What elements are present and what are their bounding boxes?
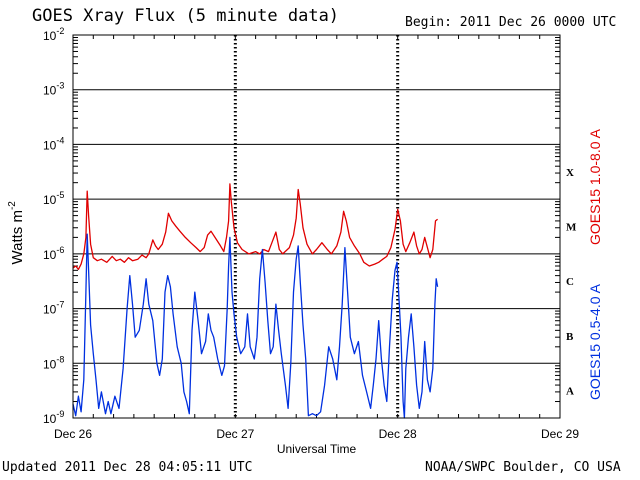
- y-tick-base: 10: [43, 303, 57, 317]
- series-label-2: GOES15 0.5-4.0 A: [587, 283, 603, 400]
- y-tick-exponent: -5: [56, 190, 64, 200]
- y-tick-exponent: -3: [56, 81, 64, 91]
- y-tick-exponent: -7: [56, 300, 64, 310]
- y-tick-label: 10-5: [43, 190, 64, 207]
- begin-time: Begin: 2011 Dec 26 0000 UTC: [405, 15, 617, 30]
- y-tick-label: 10-6: [43, 245, 64, 262]
- y-tick-label: 10-2: [43, 26, 64, 43]
- x-tick-label: Dec 29: [541, 427, 579, 441]
- y-tick-base: 10: [43, 412, 57, 426]
- y-tick-exponent: -6: [56, 245, 64, 255]
- flare-class-c: C: [566, 276, 574, 288]
- y-tick-exponent: -2: [56, 26, 64, 36]
- y-tick-base: 10: [43, 138, 57, 152]
- y-tick-base: 10: [43, 29, 57, 43]
- series-layer: [72, 183, 439, 419]
- y-tick-label: 10-9: [43, 409, 64, 426]
- series-legend: GOES15 1.0-8.0 A GOES15 0.5-4.0 A: [587, 128, 603, 400]
- x-tick-label: Dec 27: [216, 427, 254, 441]
- y-tick-base: 10: [43, 248, 57, 262]
- y-tick-label: 10-7: [43, 300, 64, 317]
- y-tick-base: 10: [43, 84, 57, 98]
- y-tick-label: 10-4: [43, 135, 64, 152]
- credit-text: NOAA/SWPC Boulder, CO USA: [425, 460, 621, 475]
- flare-class-m: M: [566, 222, 577, 234]
- x-axis-label: Universal Time: [277, 442, 357, 456]
- flare-class-b: B: [566, 331, 574, 343]
- plot-grid: [72, 35, 561, 418]
- x-tick-label: Dec 26: [54, 427, 92, 441]
- series-label-1: GOES15 1.0-8.0 A: [587, 128, 603, 245]
- y-axis-label: Watts m-2: [7, 201, 26, 265]
- y-tick-labels: 10-210-310-410-510-610-710-810-9: [43, 26, 64, 426]
- y-tick-exponent: -4: [56, 135, 64, 145]
- x-tick-label: Dec 28: [379, 427, 417, 441]
- y-tick-label: 10-8: [43, 354, 64, 371]
- updated-timestamp: Updated 2011 Dec 28 04:05:11 UTC: [2, 460, 253, 475]
- flare-class-a: A: [566, 386, 574, 398]
- y-tick-exponent: -9: [56, 409, 64, 419]
- y-tick-label: 10-3: [43, 81, 64, 98]
- plot-frame: [72, 34, 561, 419]
- y-tick-base: 10: [43, 193, 57, 207]
- y-tick-base: 10: [43, 357, 57, 371]
- flare-class-x: X: [566, 167, 574, 179]
- y-tick-exponent: -8: [56, 354, 64, 364]
- series-line-2: [72, 233, 439, 419]
- x-tick-labels: Dec 26 Dec 27 Dec 28 Dec 29: [54, 427, 579, 441]
- flare-class-labels: X M C B A: [566, 167, 577, 398]
- series-line-1: [72, 183, 439, 271]
- chart-title: GOES Xray Flux (5 minute data): [32, 6, 340, 26]
